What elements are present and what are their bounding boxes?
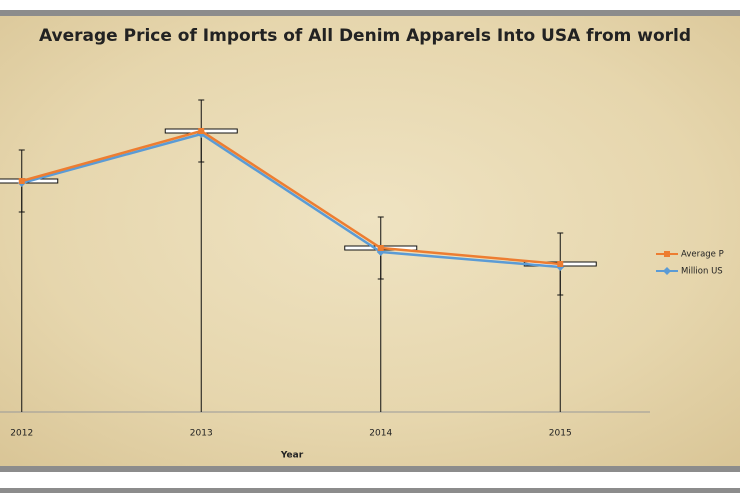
chart-title: Average Price of Imports of All Denim Ap… [39,26,691,46]
series-line [21,129,561,266]
x-tick-label: 2014 [369,429,392,439]
legend-marker [664,251,670,257]
legend-label: Average P [681,250,724,260]
marker [377,245,384,251]
series-line [21,132,561,269]
marker [198,128,205,134]
legend-label: Million US [681,267,723,277]
legend-marker [663,267,671,275]
frame-bottom [0,466,740,472]
x-tick-label: 2012 [10,429,33,439]
frame-lower [0,488,740,493]
x-tick-label: 2013 [190,429,213,439]
marker [557,261,564,267]
plot-area: 2012 2013 2014 2015 Average P Million US [0,99,724,439]
x-axis-title: Year [280,451,304,461]
x-tick-label: 2015 [549,429,572,439]
marker [18,178,25,184]
frame-top [0,10,740,16]
